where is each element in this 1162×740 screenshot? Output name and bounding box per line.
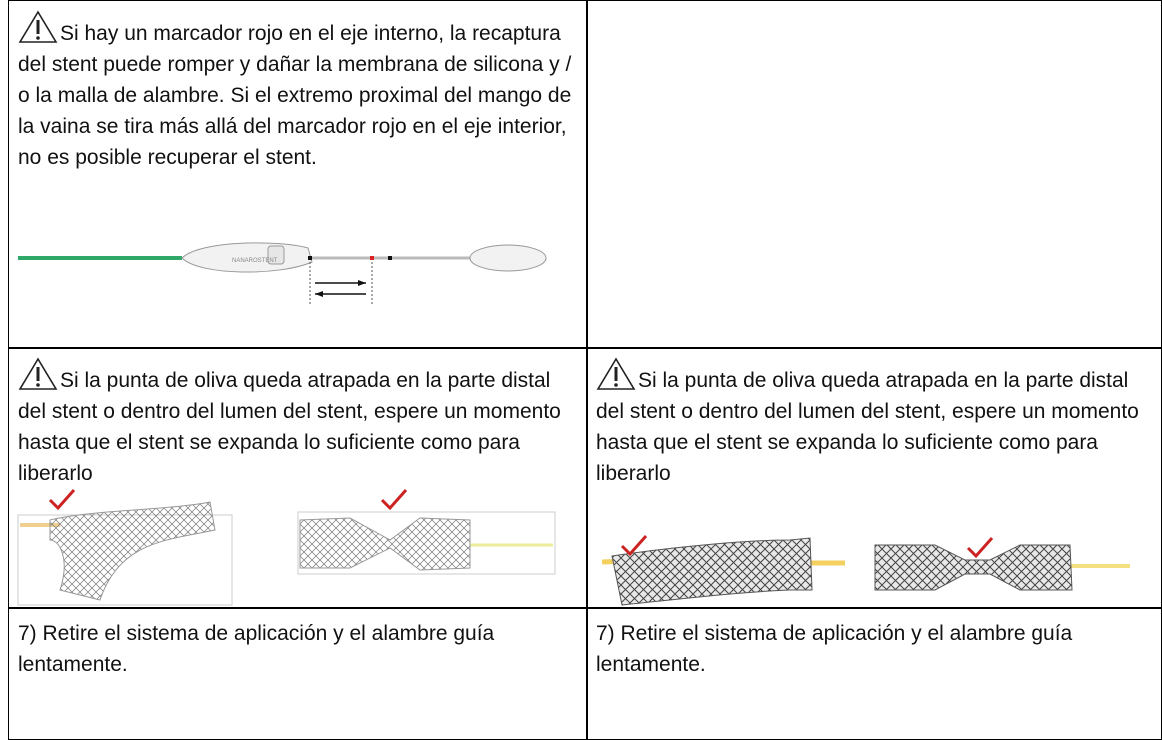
step-text: 7) Retire el sistema de aplicación y el … [18, 622, 495, 676]
device-illustration: NANAROSTENT [18, 242, 547, 305]
warning-icon [18, 10, 58, 43]
step-text: 7) Retire el sistema de aplicación y el … [596, 622, 1073, 676]
text: Si la punta de oliva queda atrapada en l… [596, 369, 1139, 485]
warning-text: Si hay un marcador rojo en el eje intern… [18, 10, 578, 173]
warning-icon [596, 357, 636, 390]
cell [8, 0, 588, 349]
warning-icon [18, 357, 58, 390]
text: Si hay un marcador rojo en el eje intern… [18, 22, 572, 169]
device-label: NANAROSTENT [232, 258, 278, 264]
text: Si la punta de oliva queda atrapada en l… [18, 369, 561, 485]
warning-text: Si la punta de oliva queda atrapada en l… [18, 357, 580, 489]
cell [8, 347, 588, 609]
warning-text: Si la punta de oliva queda atrapada en l… [596, 357, 1148, 489]
